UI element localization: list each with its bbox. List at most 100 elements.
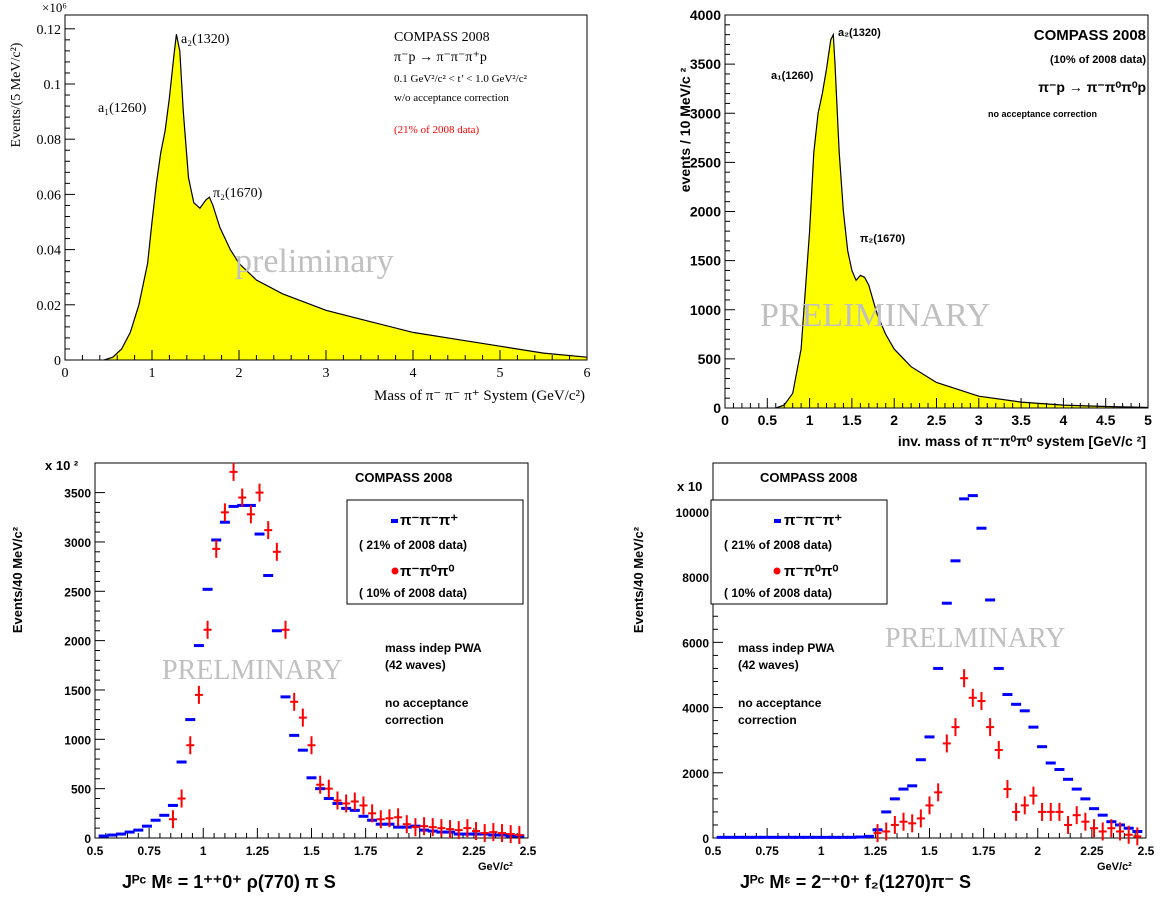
p2-y-tick-label: 1500 (690, 253, 721, 269)
p3-point-red (342, 794, 351, 813)
p4-acc2: correction (738, 713, 797, 727)
p4-point-red (1012, 802, 1021, 821)
p4-point-red (873, 824, 882, 843)
p3-legend-series2: π⁻π⁰π⁰ (400, 563, 454, 580)
p3-point-blue (141, 824, 152, 828)
p4-x-tick-label: 2.5 (1138, 844, 1155, 858)
p4-point-red (977, 692, 986, 711)
p3-point-blue (133, 828, 144, 832)
p4-data-points (716, 494, 1143, 846)
p2-x-tick-label: 0 (721, 412, 729, 428)
p4-point-red (882, 822, 891, 841)
p2-histogram-area (775, 32, 1149, 409)
p3-point-red (324, 779, 333, 798)
p2-area-fill (775, 34, 1148, 408)
p3-legend-marker-red (391, 567, 399, 575)
p1-x-tick-label: 5 (497, 366, 504, 381)
p2-x-axis-label: inv. mass of π⁻π⁰π⁰ system [GeV/c ²] (898, 433, 1146, 449)
p2-x-tick-label: 2 (890, 412, 898, 428)
p4-waves: (42 waves) (738, 658, 799, 672)
p4-scale-label: x 10 (677, 479, 702, 494)
p3-acc2: correction (385, 713, 444, 727)
p3-point-blue (193, 644, 204, 648)
p3-x-tick-label: 2.5 (520, 844, 537, 858)
p4-point-blue (829, 835, 840, 839)
p3-point-blue (115, 832, 126, 836)
p2-reaction: π⁻p → π⁻π⁰π⁰p (1038, 79, 1146, 95)
p4-point-blue (716, 835, 727, 839)
p3-point-red (420, 817, 429, 836)
p4-point-blue (855, 835, 866, 839)
p4-point-blue (881, 810, 892, 814)
p4-point-blue (976, 526, 987, 530)
p2-y-tick-label: 3000 (690, 105, 721, 121)
p2-y-tick-label: 4000 (690, 7, 721, 23)
p2-fraction: (10% of 2008 data) (1050, 54, 1146, 66)
p3-y-tick-label: 2500 (64, 585, 91, 599)
p4-point-blue (820, 835, 831, 839)
p4-point-red (1046, 802, 1055, 821)
p4-y-tick-label: 2000 (682, 767, 709, 781)
p1-y-tick-label: 0.08 (37, 133, 62, 148)
p2-y-tick-label: 1000 (690, 302, 721, 318)
p4-point-blue (803, 835, 814, 839)
p3-point-red (203, 620, 212, 639)
p3-point-red (272, 542, 281, 561)
p3-x-tick-label: 0.5 (87, 844, 104, 858)
p2-x-ticks: 0 0.5 1 1.5 2 2.5 3 3.5 4 4.5 5 (721, 398, 1152, 428)
p4-point-blue (907, 784, 918, 788)
p4-point-red (1081, 812, 1090, 831)
p1-label-a1: a₁(1260) (98, 101, 147, 116)
p3-point-blue (323, 797, 334, 801)
p3-x-tick-label: 2 (416, 844, 423, 858)
p3-point-red (385, 809, 394, 828)
p4-point-blue (759, 835, 770, 839)
p3-x-ticks: 0.5 0.75 1 1.25 1.5 1.75 2 2.25 2.5 (87, 828, 537, 858)
p2-label-a2: a₂(1320) (838, 27, 881, 39)
p3-point-blue (150, 818, 161, 822)
p3-point-red (229, 462, 238, 481)
p3-point-red (177, 789, 186, 808)
p1-x-tick-label: 6 (584, 366, 591, 381)
p4-point-red (934, 783, 943, 802)
p4-legend-note1: ( 21% of 2008 data) (724, 538, 832, 552)
p3-point-blue (228, 504, 239, 508)
p3-point-red (411, 818, 420, 837)
p3-point-red (298, 708, 307, 727)
p2-x-tick-label: 4 (1060, 412, 1068, 428)
p4-point-red (1116, 822, 1125, 841)
p3-legend-marker-blue (391, 519, 398, 523)
p3-point-red (480, 824, 489, 843)
p4-x-tick-label: 2.25 (1080, 844, 1104, 858)
p2-y-ticks: 0 500 1000 1500 2000 2500 3000 3500 4000 (690, 7, 735, 416)
p4-y-tick-label: 6000 (682, 636, 709, 650)
p1-y-tick-label: 0.04 (37, 244, 62, 259)
p3-pwa: mass indep PWA (385, 641, 482, 655)
p4-point-red (986, 718, 995, 737)
p4-x-tick-label: 1 (818, 844, 825, 858)
p3-point-red (368, 804, 377, 823)
p3-point-red (350, 792, 359, 811)
p3-x-tick-label: 1 (200, 844, 207, 858)
p4-point-blue (1002, 693, 1013, 697)
p2-x-tick-label: 5 (1144, 412, 1152, 428)
p4-point-red (899, 812, 908, 831)
p1-y-tick-label: 0.02 (37, 299, 62, 314)
p3-point-blue (297, 748, 308, 752)
p4-y-tick-label: 4000 (682, 702, 709, 716)
p4-point-blue (794, 835, 805, 839)
p3-legend-note2: ( 10% of 2008 data) (359, 586, 467, 600)
p4-y-tick-label: 8000 (682, 571, 709, 585)
p1-y-ticks: 0 0.02 0.04 0.06 0.08 0.1 0.12 (37, 23, 75, 369)
p3-experiment: COMPASS 2008 (355, 470, 452, 485)
p4-x-ticks: 0.5 0.75 1 1.25 1.5 1.75 2 2.25 2.5 (705, 828, 1155, 858)
p4-point-red (1003, 780, 1012, 799)
p4-point-red (1029, 786, 1038, 805)
p4-point-blue (985, 598, 996, 602)
p4-point-red (890, 815, 899, 834)
p3-legend (346, 499, 524, 605)
p4-point-red (968, 688, 977, 707)
p4-point-blue (915, 758, 926, 762)
p4-point-blue (863, 834, 874, 838)
p3-point-blue (306, 776, 317, 780)
